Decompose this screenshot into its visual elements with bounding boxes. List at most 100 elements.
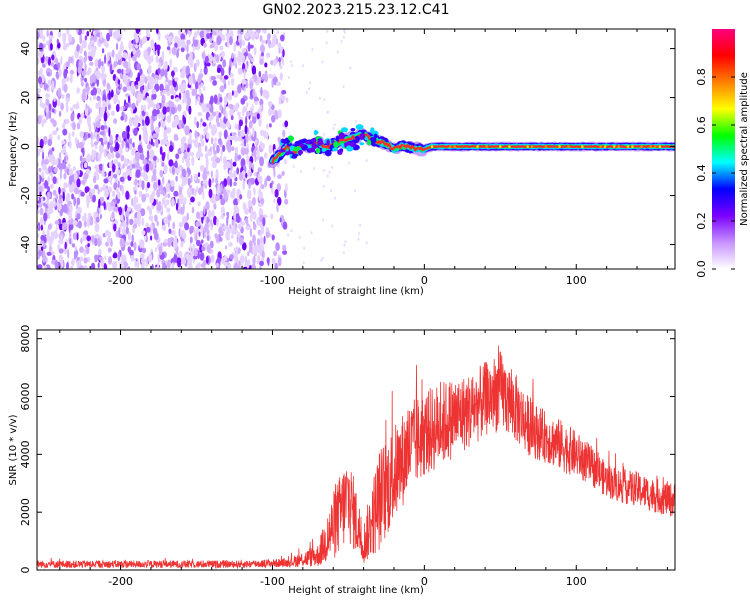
noise-speckle [197, 112, 203, 117]
noise-speckle [228, 169, 233, 176]
noise-speckle [83, 248, 87, 257]
noise-speckle [218, 237, 223, 242]
noise-speckle [132, 47, 136, 55]
signal-blob [315, 147, 321, 154]
noise-speckle [259, 175, 263, 185]
noise-speckle [174, 97, 180, 103]
noise-speckle [101, 64, 105, 74]
noise-speckle [253, 244, 258, 251]
noise-speckle [253, 255, 256, 265]
noise-speckle [336, 50, 339, 54]
noise-speckle [107, 256, 113, 265]
spectrogram-xtick-label: -100 [260, 274, 285, 287]
noise-speckle [242, 180, 246, 191]
noise-speckle [301, 64, 304, 68]
noise-speckle [63, 69, 68, 79]
signal-blob [332, 147, 339, 152]
noise-speckle [233, 170, 237, 179]
noise-speckle [226, 121, 230, 127]
noise-speckle [261, 73, 266, 79]
noise-speckle [206, 255, 209, 264]
noise-speckle [223, 225, 228, 231]
noise-speckle [251, 65, 257, 76]
noise-speckle [236, 215, 241, 224]
noise-speckle [210, 170, 213, 178]
noise-speckle [167, 152, 170, 161]
noise-speckle [136, 211, 142, 222]
noise-speckle [126, 206, 132, 212]
noise-speckle [204, 145, 208, 152]
noise-speckle [225, 230, 230, 241]
noise-speckle [266, 131, 269, 141]
noise-speckle [87, 221, 90, 228]
noise-speckle [213, 203, 217, 210]
noise-speckle [81, 215, 87, 222]
noise-speckle [66, 262, 69, 269]
noise-speckle [186, 161, 191, 168]
noise-speckle [78, 117, 82, 125]
noise-speckle [106, 54, 110, 62]
noise-speckle [260, 44, 265, 53]
noise-speckle [145, 116, 150, 126]
noise-speckle [353, 189, 356, 193]
noise-speckle [190, 175, 193, 183]
noise-speckle [206, 163, 209, 173]
noise-speckle [216, 74, 221, 80]
noise-speckle [197, 172, 201, 178]
signal-blob [355, 124, 364, 130]
noise-speckle [237, 223, 242, 230]
noise-speckle [191, 156, 195, 166]
signal-bead [658, 145, 662, 148]
noise-speckle [270, 60, 274, 66]
noise-speckle [135, 169, 141, 178]
noise-speckle [143, 170, 147, 178]
noise-speckle [232, 187, 236, 198]
noise-speckle [122, 86, 128, 93]
noise-speckle [146, 205, 151, 211]
noise-speckle [85, 52, 88, 62]
noise-speckle [245, 225, 251, 231]
noise-speckle [333, 123, 336, 126]
noise-speckle [225, 245, 228, 250]
noise-speckle [342, 85, 345, 88]
noise-speckle [79, 34, 83, 45]
noise-speckle [153, 78, 159, 84]
noise-speckle [69, 168, 73, 174]
noise-speckle [195, 239, 201, 247]
noise-speckle [55, 225, 58, 233]
noise-speckle [59, 208, 63, 217]
noise-speckle [227, 264, 232, 269]
noise-speckle [91, 73, 96, 83]
noise-speckle [59, 254, 62, 261]
noise-speckle [79, 155, 83, 162]
noise-speckle [197, 262, 201, 268]
noise-speckle [106, 82, 110, 90]
noise-speckle [76, 29, 79, 35]
noise-speckle [240, 97, 246, 105]
noise-speckle [222, 59, 227, 68]
noise-speckle [171, 262, 175, 269]
noise-speckle [248, 53, 253, 61]
noise-speckle [209, 44, 214, 49]
noise-speckle [38, 249, 42, 257]
noise-speckle [92, 194, 96, 203]
noise-speckle [218, 233, 221, 239]
noise-speckle [271, 257, 276, 266]
noise-speckle [123, 29, 126, 32]
noise-speckle [37, 196, 40, 201]
noise-speckle [138, 190, 143, 198]
noise-speckle [179, 187, 183, 195]
noise-speckle [122, 163, 125, 169]
noise-speckle [277, 174, 282, 179]
signal-blob [317, 139, 324, 146]
noise-speckle [156, 204, 162, 211]
noise-speckle [260, 236, 263, 245]
spectrogram-xtick-label: -200 [108, 274, 133, 287]
noise-speckle [330, 189, 333, 193]
noise-speckle [96, 174, 100, 181]
noise-speckle [193, 228, 197, 237]
noise-speckle [97, 87, 101, 95]
noise-speckle [165, 199, 170, 206]
noise-speckle [187, 147, 190, 153]
noise-speckle [290, 64, 293, 67]
